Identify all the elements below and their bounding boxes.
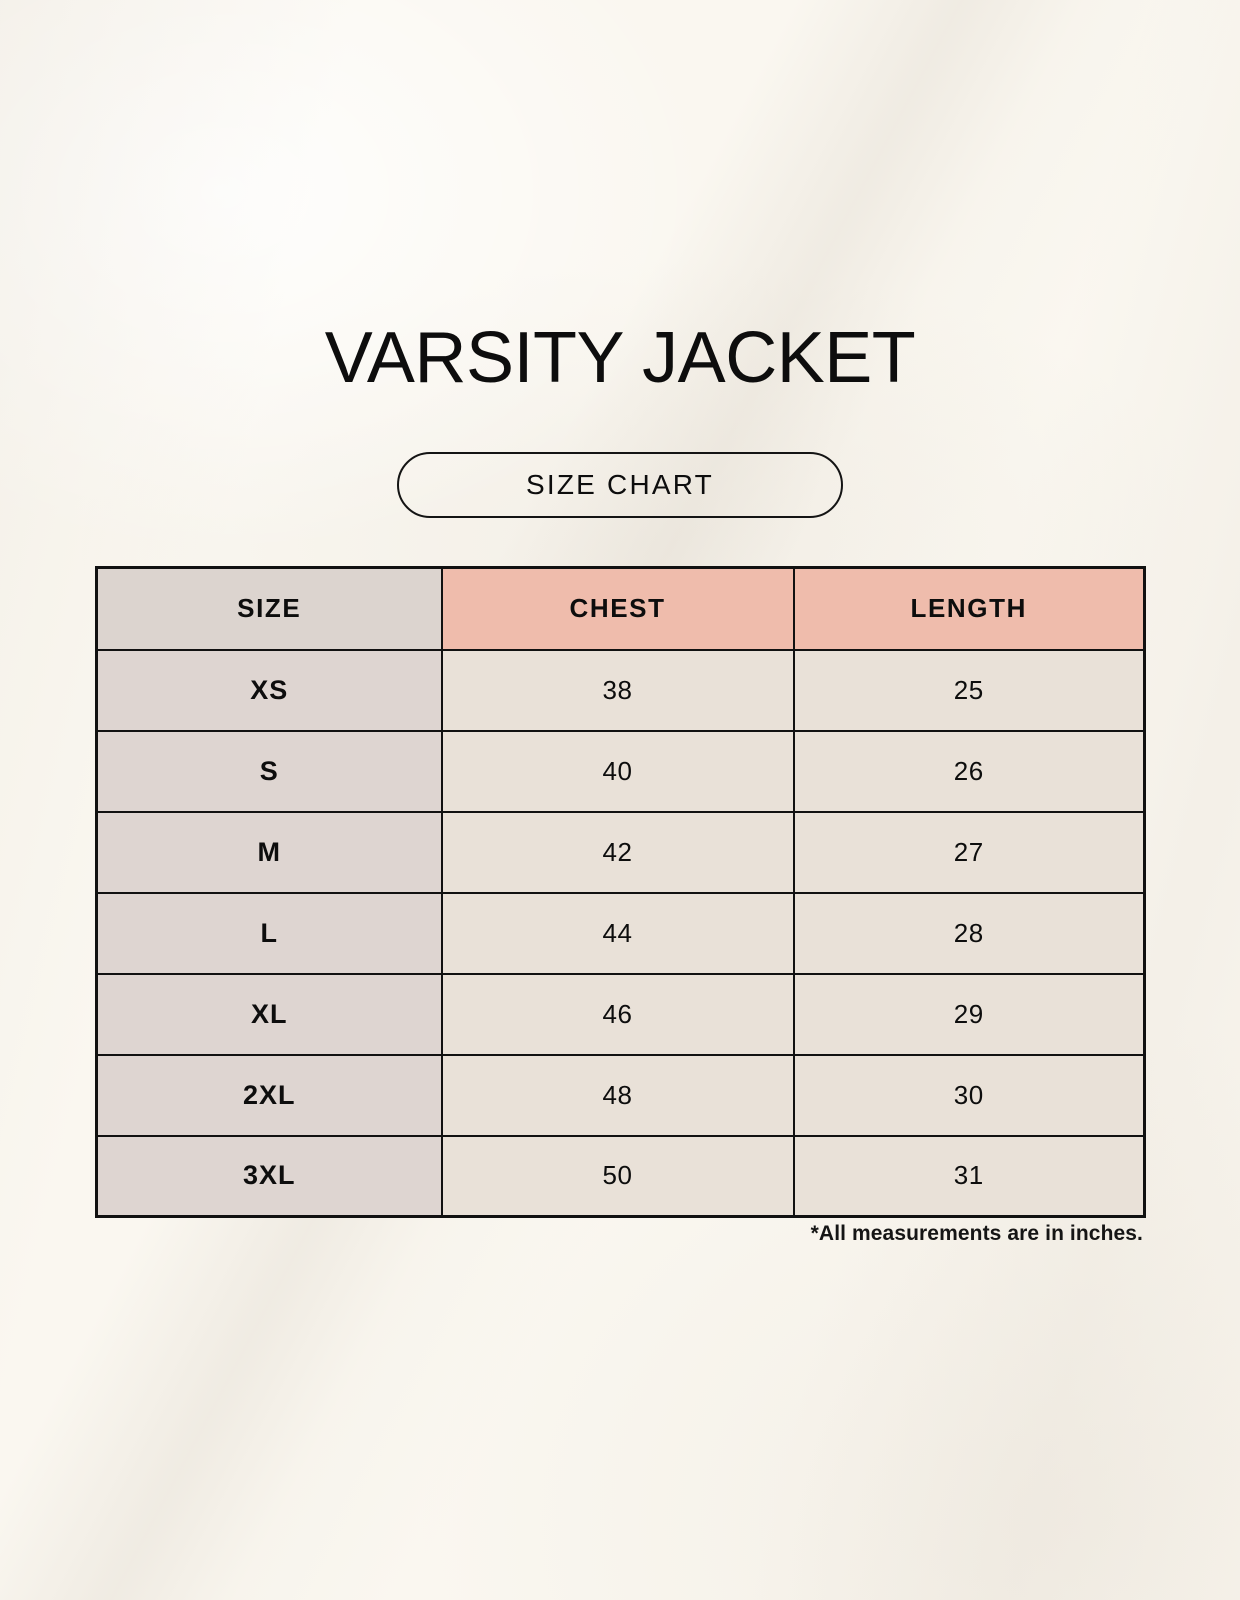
cell-length: 30 bbox=[792, 1053, 1146, 1137]
cell-size: S bbox=[95, 729, 443, 813]
cell-chest: 46 bbox=[440, 972, 795, 1056]
cell-length: 28 bbox=[792, 891, 1146, 975]
table-header-row: SIZE CHEST LENGTH bbox=[95, 566, 1146, 651]
cell-length: 27 bbox=[792, 810, 1146, 894]
cell-chest: 50 bbox=[440, 1134, 795, 1218]
cell-chest: 38 bbox=[440, 648, 795, 732]
cell-chest: 48 bbox=[440, 1053, 795, 1137]
table-row: XL 46 29 bbox=[95, 972, 1146, 1056]
cell-size: M bbox=[95, 810, 443, 894]
cell-size: L bbox=[95, 891, 443, 975]
column-header-chest: CHEST bbox=[440, 566, 795, 651]
table-row: L 44 28 bbox=[95, 891, 1146, 975]
table-row: M 42 27 bbox=[95, 810, 1146, 894]
cell-chest: 42 bbox=[440, 810, 795, 894]
table-row: S 40 26 bbox=[95, 729, 1146, 813]
column-header-size: SIZE bbox=[95, 566, 443, 651]
size-table-container: SIZE CHEST LENGTH XS 38 25 S 40 26 M bbox=[95, 566, 1146, 1218]
table-row: 3XL 50 31 bbox=[95, 1134, 1146, 1218]
column-header-length: LENGTH bbox=[792, 566, 1146, 651]
table-body: XS 38 25 S 40 26 M 42 27 L 44 28 bbox=[95, 648, 1146, 1218]
cell-length: 25 bbox=[792, 648, 1146, 732]
badge-container: SIZE CHART bbox=[0, 452, 1240, 518]
table-row: XS 38 25 bbox=[95, 648, 1146, 732]
cell-length: 31 bbox=[792, 1134, 1146, 1218]
cell-length: 29 bbox=[792, 972, 1146, 1056]
page-title: VARSITY JACKET bbox=[324, 318, 916, 398]
cell-size: XL bbox=[95, 972, 443, 1056]
measurement-footnote: *All measurements are in inches. bbox=[810, 1222, 1143, 1245]
cell-size: 3XL bbox=[95, 1134, 443, 1218]
cell-chest: 44 bbox=[440, 891, 795, 975]
cell-size: XS bbox=[95, 648, 443, 732]
cell-length: 26 bbox=[792, 729, 1146, 813]
cell-size: 2XL bbox=[95, 1053, 443, 1137]
table-row: 2XL 48 30 bbox=[95, 1053, 1146, 1137]
cell-chest: 40 bbox=[440, 729, 795, 813]
size-chart-badge: SIZE CHART bbox=[397, 452, 843, 518]
table-header: SIZE CHEST LENGTH bbox=[95, 566, 1146, 651]
size-table: SIZE CHEST LENGTH XS 38 25 S 40 26 M bbox=[95, 566, 1146, 1218]
